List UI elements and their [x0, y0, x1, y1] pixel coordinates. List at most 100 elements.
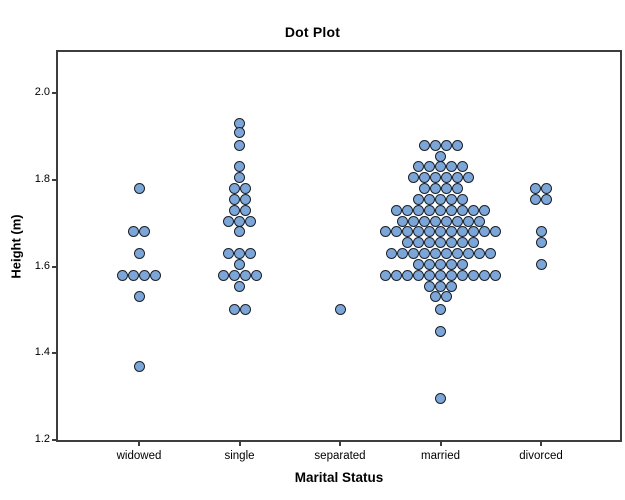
data-point: [446, 258, 457, 270]
data-point: [541, 183, 552, 195]
data-point: [457, 258, 468, 270]
y-tick-label: 1.2: [34, 433, 50, 445]
data-point: [424, 280, 435, 292]
data-point: [234, 248, 245, 260]
data-point: [228, 304, 240, 316]
data-point: [234, 280, 245, 292]
data-point: [133, 248, 145, 260]
data-point: [234, 226, 245, 238]
x-axis-title: Marital Status: [294, 470, 384, 485]
x-tick-label-widowed: widowed: [116, 450, 162, 462]
data-point: [451, 172, 463, 184]
data-point: [402, 269, 413, 281]
data-point: [228, 193, 240, 205]
x-tick-label-divorced: divorced: [519, 450, 563, 462]
y-tick-mark: [52, 352, 58, 355]
data-point: [457, 226, 468, 238]
data-point: [490, 226, 501, 238]
data-point: [446, 193, 457, 205]
data-point: [435, 204, 446, 216]
data-point: [133, 291, 145, 303]
data-point: [435, 304, 446, 316]
data-point: [424, 237, 435, 249]
data-point: [435, 326, 446, 338]
data-point: [245, 248, 256, 260]
data-point: [451, 215, 463, 227]
data-point: [413, 269, 424, 281]
data-point: [429, 215, 441, 227]
y-tick-label: 1.4: [34, 346, 50, 359]
data-point: [234, 126, 245, 138]
y-tick-label: 2.0: [34, 86, 50, 99]
data-point: [535, 226, 547, 238]
data-point: [424, 226, 435, 238]
data-point: [228, 204, 240, 216]
data-point: [440, 183, 452, 195]
data-point: [484, 248, 496, 260]
data-point: [457, 237, 468, 249]
data-point: [451, 139, 463, 151]
data-point: [413, 161, 424, 173]
data-point: [228, 269, 240, 281]
data-point: [451, 248, 463, 260]
y-tick-mark: [52, 178, 58, 181]
data-point: [429, 291, 441, 303]
data-point: [402, 237, 413, 249]
data-point: [424, 204, 435, 216]
data-point: [535, 258, 547, 270]
data-point: [468, 237, 479, 249]
data-point: [440, 139, 452, 151]
data-point: [479, 204, 490, 216]
data-point: [228, 183, 240, 195]
data-point: [440, 215, 452, 227]
data-point: [234, 172, 245, 184]
data-point: [418, 172, 430, 184]
data-point: [239, 193, 251, 205]
data-point: [446, 237, 457, 249]
data-point: [530, 193, 541, 205]
data-point: [413, 204, 424, 216]
data-point: [239, 269, 251, 281]
data-point: [479, 269, 490, 281]
data-point: [418, 139, 430, 151]
data-point: [239, 183, 251, 195]
data-point: [457, 193, 468, 205]
data-point: [391, 204, 402, 216]
data-point: [435, 258, 446, 270]
data-point: [468, 269, 479, 281]
data-point: [435, 280, 446, 292]
data-point: [435, 161, 446, 173]
data-point: [234, 258, 245, 270]
data-point: [446, 269, 457, 281]
x-tick-mark: [138, 440, 140, 446]
data-point: [457, 269, 468, 281]
data-point: [429, 183, 441, 195]
data-point: [407, 215, 419, 227]
chart-title: Dot Plot: [284, 24, 341, 40]
data-point: [128, 269, 139, 281]
data-point: [117, 269, 128, 281]
data-point: [150, 269, 161, 281]
data-point: [418, 183, 430, 195]
data-point: [490, 269, 501, 281]
data-point: [479, 226, 490, 238]
data-point: [424, 258, 435, 270]
data-point: [380, 226, 391, 238]
data-point: [457, 161, 468, 173]
x-tick-label-separated: separated: [314, 450, 366, 462]
data-point: [440, 248, 452, 260]
data-point: [239, 304, 251, 316]
data-point: [413, 237, 424, 249]
data-point: [418, 248, 430, 260]
data-point: [473, 248, 485, 260]
data-point: [462, 248, 474, 260]
data-point: [128, 226, 139, 238]
data-point: [234, 215, 245, 227]
data-point: [139, 269, 150, 281]
data-point: [446, 161, 457, 173]
data-point: [530, 183, 541, 195]
y-tick-label: 1.6: [34, 259, 50, 272]
data-point: [407, 248, 419, 260]
data-point: [250, 269, 262, 281]
data-point: [468, 226, 479, 238]
